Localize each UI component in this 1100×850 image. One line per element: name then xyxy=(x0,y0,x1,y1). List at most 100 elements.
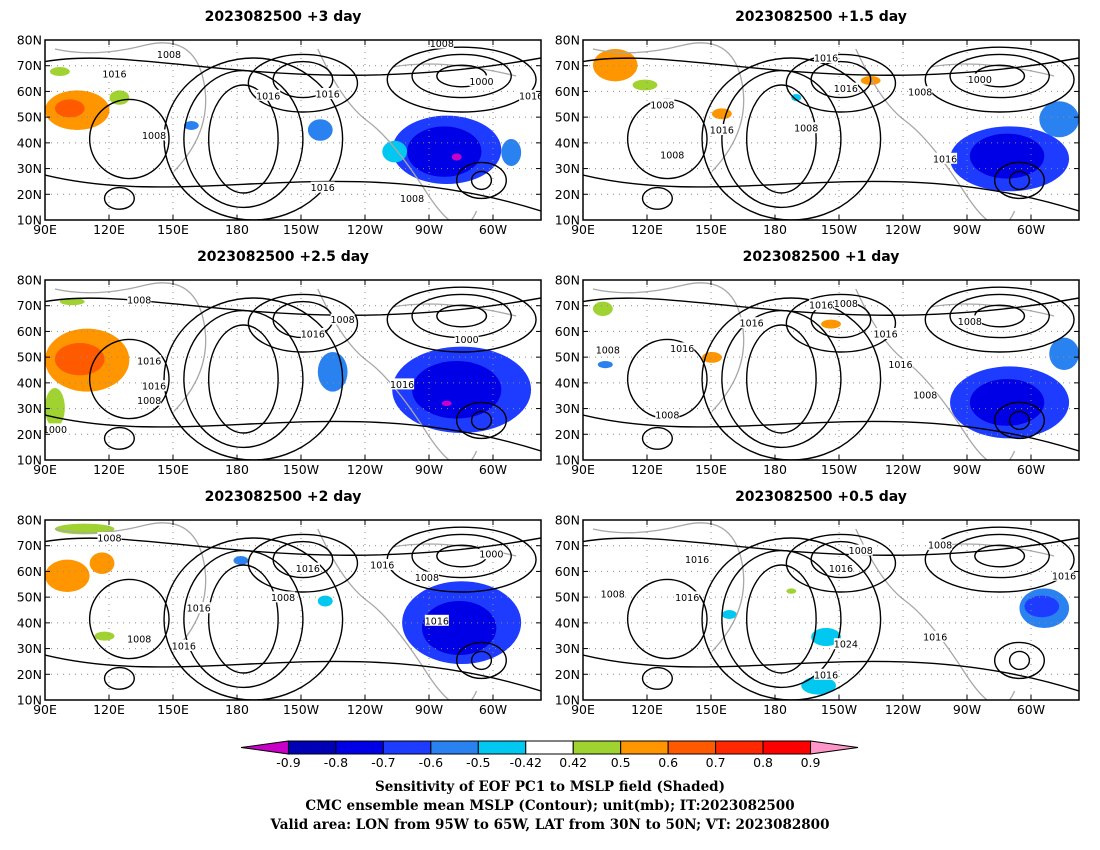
contour-label: 1016 xyxy=(670,344,694,355)
isobar xyxy=(411,533,512,579)
lat-tick-label: 30N xyxy=(17,161,42,176)
mslp-contours xyxy=(583,46,1079,220)
isobar xyxy=(993,161,1045,200)
isobar xyxy=(470,410,493,431)
shade-patch xyxy=(597,361,613,369)
lat-tick-label: 10N xyxy=(17,213,42,228)
contour-label: 1016 xyxy=(172,642,196,653)
isobar xyxy=(247,53,359,113)
panel-frame xyxy=(44,39,542,221)
shade-patch xyxy=(791,94,802,102)
contour-label: 1008 xyxy=(400,194,424,205)
panel-title: 2023082500 +1 day xyxy=(743,249,900,265)
panel-frame xyxy=(582,39,1080,221)
colorbar: -0.9 -0.8 -0.7 -0.6 -0.5 -0.42 0.42 0.5 0.6 0.7 0.… xyxy=(240,740,859,770)
shade-patch xyxy=(421,601,497,655)
colorbar-label: -0.42 xyxy=(510,755,542,770)
shade-patch xyxy=(632,79,658,91)
lon-tick-label: 90W xyxy=(415,462,443,477)
lon-tick-label: 150W xyxy=(821,702,857,717)
lat-tick-label: 10N xyxy=(555,213,580,228)
lat-tick-label: 20N xyxy=(17,427,42,442)
mslp-contours xyxy=(583,526,1079,700)
contour-label: 1008 xyxy=(601,589,625,600)
contour-label: 1008 xyxy=(655,411,679,422)
isobar xyxy=(810,60,872,99)
shade-patch xyxy=(54,343,105,376)
contour-label: 1008 xyxy=(650,100,674,111)
lat-tick-label: 60N xyxy=(17,84,42,99)
isobar xyxy=(455,401,507,440)
contour-label: 1008 xyxy=(596,346,620,357)
lon-tick-label: 150E xyxy=(157,702,189,717)
contour-label: 1016 xyxy=(425,616,449,627)
isobar xyxy=(45,537,541,556)
coastline-north xyxy=(392,63,517,77)
contour-label: 1016 xyxy=(370,561,394,572)
colorbar-label: 0.5 xyxy=(611,755,631,770)
isobar xyxy=(386,286,537,353)
lon-tick-label: 120W xyxy=(885,462,921,477)
lat-tick-label: 40N xyxy=(555,135,580,150)
isobar xyxy=(163,297,344,460)
lon-tick-label: 180 xyxy=(225,702,249,717)
lat-tick-label: 70N xyxy=(17,538,42,553)
lon-tick-label: 90W xyxy=(953,222,981,237)
contour-label: 1016 xyxy=(675,593,699,604)
shade-patch xyxy=(786,588,797,594)
lon-tick-label: 180 xyxy=(225,462,249,477)
contour-label: 1008 xyxy=(794,124,818,135)
axis-ticks: 90E 120E 150E 180 150W 120W 90W 60W 80N 70N 60N 50N… xyxy=(17,273,541,477)
contour-label: 1008 xyxy=(331,315,355,326)
lon-tick-label: 60W xyxy=(479,462,507,477)
lat-tick-label: 70N xyxy=(555,298,580,313)
contour-label: 1008 xyxy=(928,541,952,552)
map-panel-5: 1008 1016 1016 1008 1016 1008 1016 1000 1008 1016… xyxy=(17,489,542,717)
isobar xyxy=(103,186,135,210)
lon-tick-label: 150E xyxy=(695,222,727,237)
contour-label: 1008 xyxy=(913,391,937,402)
shade-patch xyxy=(89,552,115,574)
lat-tick-label: 30N xyxy=(555,641,580,656)
caption-line-2: CMC ensemble mean MSLP (Contour); unit(m… xyxy=(305,798,794,814)
isobar xyxy=(247,533,359,593)
isobar xyxy=(745,564,817,674)
contour-label: 1016 xyxy=(301,330,325,341)
axis-ticks: 90E 120E 150E 180 150W 120W 90W 60W 80N 70N 60N 50N… xyxy=(555,513,1079,717)
contour-label: 1008 xyxy=(271,593,295,604)
lat-tick-label: 60N xyxy=(555,564,580,579)
contour-label: 1000 xyxy=(968,75,992,86)
shade-patch xyxy=(821,319,841,329)
lon-tick-label: 60W xyxy=(479,222,507,237)
contour-label: 1016 xyxy=(710,126,734,137)
panel-title: 2023082500 +3 day xyxy=(205,9,362,25)
lat-tick-label: 80N xyxy=(17,33,42,48)
axis-ticks: 90E 120E 150E 180 150W 120W 90W 60W 80N 70N 60N 50N… xyxy=(17,33,541,237)
isobar xyxy=(924,46,1075,113)
lat-tick-label: 50N xyxy=(17,350,42,365)
sensitivity-shading xyxy=(45,298,532,433)
panel-title: 2023082500 +2.5 day xyxy=(197,249,369,265)
colorbar-swatch xyxy=(430,740,479,755)
isobar xyxy=(583,414,1079,452)
isobar xyxy=(993,401,1045,440)
colorbar-swatch xyxy=(477,740,527,755)
contour-label: 1016 xyxy=(256,91,280,102)
lat-tick-label: 80N xyxy=(17,273,42,288)
lon-tick-label: 120W xyxy=(885,222,921,237)
lon-tick-label: 90W xyxy=(415,702,443,717)
shade-patch xyxy=(1049,337,1079,370)
lat-tick-label: 50N xyxy=(555,350,580,365)
shade-patch xyxy=(407,126,482,177)
contour-label: 1008 xyxy=(849,546,873,557)
sensitivity-shading xyxy=(592,301,1079,439)
shade-patch xyxy=(49,67,70,76)
isobar xyxy=(470,170,493,191)
panel-frame xyxy=(582,519,1080,701)
isobar xyxy=(949,533,1050,579)
contour-label: 1008 xyxy=(137,396,161,407)
contour-label: 1016 xyxy=(142,382,166,393)
contour-label: 1008 xyxy=(127,634,151,645)
colorbar-swatch xyxy=(715,740,764,755)
lon-tick-label: 120E xyxy=(93,222,125,237)
